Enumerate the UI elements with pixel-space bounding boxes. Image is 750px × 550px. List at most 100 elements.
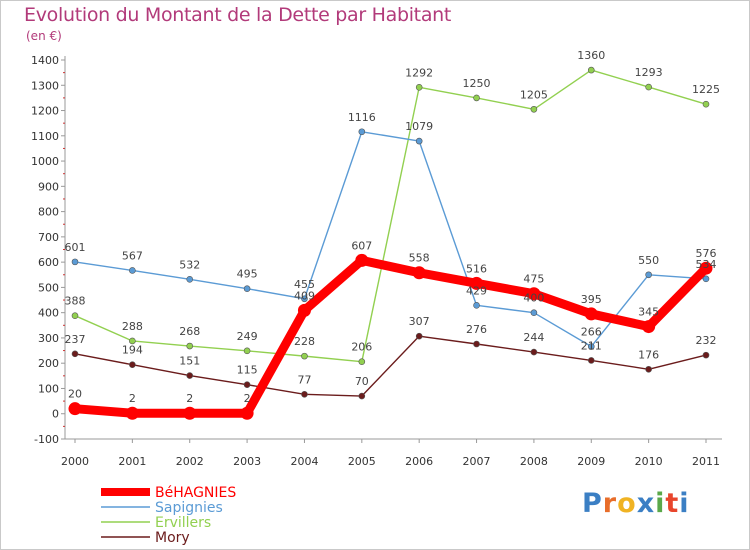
x-tick-label: 2007 bbox=[463, 455, 491, 468]
data-label: 475 bbox=[523, 273, 544, 286]
data-label: 151 bbox=[179, 355, 200, 368]
y-tick-label: 400 bbox=[38, 307, 59, 320]
data-point bbox=[297, 303, 311, 317]
data-point bbox=[240, 406, 254, 420]
data-point bbox=[642, 320, 656, 334]
data-label: 20 bbox=[68, 388, 82, 401]
data-point bbox=[129, 361, 136, 369]
data-label: 194 bbox=[122, 344, 143, 357]
data-point bbox=[702, 351, 710, 359]
data-label: 1079 bbox=[405, 120, 433, 133]
data-label: 534 bbox=[696, 258, 717, 271]
data-label: 70 bbox=[355, 375, 369, 388]
data-label: 1116 bbox=[348, 111, 376, 124]
logo-letter: x bbox=[636, 488, 656, 519]
x-tick-label: 2001 bbox=[118, 455, 146, 468]
data-point bbox=[186, 276, 194, 283]
data-label: 607 bbox=[351, 239, 372, 252]
data-point bbox=[645, 365, 652, 373]
data-point bbox=[473, 302, 480, 309]
series-line-sapignies bbox=[74, 131, 707, 348]
data-point bbox=[71, 258, 79, 266]
x-tick-label: 2005 bbox=[348, 455, 376, 468]
x-tick-label: 2002 bbox=[176, 455, 204, 468]
data-point bbox=[183, 406, 197, 420]
data-point bbox=[243, 285, 251, 292]
data-label: 276 bbox=[466, 323, 487, 336]
data-label: 307 bbox=[409, 315, 430, 328]
data-point bbox=[186, 342, 194, 350]
x-tick-label: 2004 bbox=[290, 455, 318, 468]
data-label: 1360 bbox=[577, 49, 605, 62]
chart-title: Evolution du Montant de la Dette par Hab… bbox=[24, 4, 452, 26]
data-point bbox=[530, 348, 538, 356]
y-tick-label: 300 bbox=[38, 332, 59, 345]
data-point bbox=[129, 267, 136, 274]
x-tick-label: 2000 bbox=[61, 455, 89, 468]
data-label: 429 bbox=[466, 284, 487, 297]
legend-label: Sapignies bbox=[155, 500, 223, 516]
data-point bbox=[415, 83, 423, 91]
logo-letter: t bbox=[665, 488, 680, 519]
data-label: 268 bbox=[179, 325, 200, 338]
series-line-ervillers bbox=[74, 69, 707, 363]
y-tick-label: 600 bbox=[38, 256, 59, 269]
data-point bbox=[358, 392, 366, 400]
data-point bbox=[71, 312, 79, 319]
data-label: 1292 bbox=[405, 66, 433, 79]
data-label: 244 bbox=[523, 331, 544, 344]
data-label: 1205 bbox=[520, 88, 548, 101]
data-point bbox=[702, 100, 710, 108]
data-label: 2 bbox=[186, 392, 193, 405]
data-point bbox=[587, 66, 595, 74]
y-tick-label: 700 bbox=[38, 231, 59, 244]
series-line-béhagnies bbox=[70, 255, 711, 418]
data-label: 228 bbox=[294, 335, 315, 348]
data-label: 176 bbox=[638, 348, 659, 361]
data-point bbox=[186, 372, 194, 379]
data-label: 237 bbox=[65, 333, 86, 346]
proxiti-logo: Proxiti bbox=[582, 488, 690, 519]
data-label: 409 bbox=[294, 289, 315, 302]
data-point bbox=[412, 266, 426, 280]
logo-letter: i bbox=[655, 488, 666, 519]
data-label: 1225 bbox=[692, 83, 720, 96]
y-tick-label: 1100 bbox=[31, 130, 59, 143]
chart-unit-subtitle: (en €) bbox=[26, 29, 62, 43]
data-point bbox=[415, 332, 423, 340]
data-point bbox=[702, 275, 710, 283]
data-label: 558 bbox=[409, 252, 430, 265]
data-label: 77 bbox=[297, 373, 311, 386]
x-tick-label: 2009 bbox=[577, 455, 605, 468]
data-point bbox=[584, 307, 598, 321]
data-label: 455 bbox=[294, 278, 315, 291]
data-label: 115 bbox=[237, 364, 258, 377]
data-point bbox=[68, 402, 82, 416]
logo-letter: P bbox=[582, 488, 603, 519]
y-tick-label: 1200 bbox=[31, 105, 59, 118]
data-label: 345 bbox=[638, 306, 659, 319]
data-label: 232 bbox=[696, 334, 717, 347]
y-tick-label: 1400 bbox=[31, 54, 59, 67]
data-label: 288 bbox=[122, 320, 143, 333]
data-label: 2 bbox=[244, 392, 251, 405]
series-line-mory bbox=[74, 335, 707, 397]
y-tick-label: 1000 bbox=[31, 155, 59, 168]
data-label: 2 bbox=[129, 392, 136, 405]
data-point bbox=[470, 276, 484, 290]
data-label: 395 bbox=[581, 293, 602, 306]
logo-letter: i bbox=[679, 488, 690, 519]
legend-label: Mory bbox=[155, 530, 190, 546]
data-label: 266 bbox=[581, 326, 602, 339]
y-tick-label: 800 bbox=[38, 206, 59, 219]
data-label: 211 bbox=[581, 339, 602, 352]
logo-letter: o bbox=[617, 488, 637, 519]
data-label: 249 bbox=[237, 330, 258, 343]
legend-label: BéHAGNIES bbox=[155, 485, 236, 501]
data-point bbox=[530, 309, 538, 316]
data-label: 388 bbox=[65, 295, 86, 308]
data-point bbox=[71, 350, 79, 358]
y-tick-label: 500 bbox=[38, 281, 59, 294]
y-tick-label: 900 bbox=[38, 180, 59, 193]
